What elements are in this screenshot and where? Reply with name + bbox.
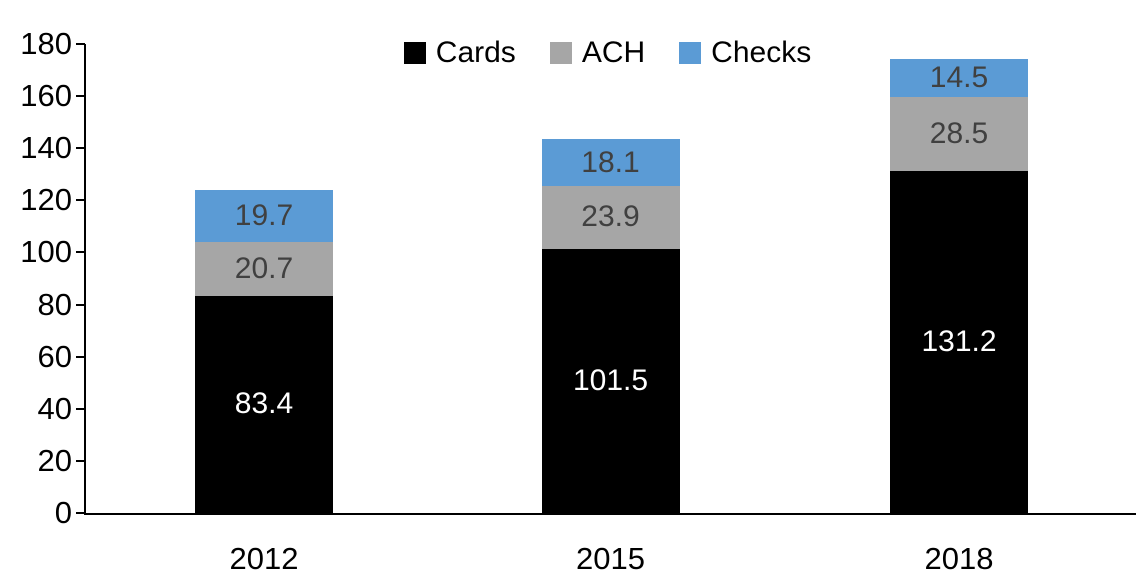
x-axis-category-label: 2015 bbox=[576, 541, 645, 576]
x-axis-category-label: 2018 bbox=[924, 541, 994, 576]
data-label: 23.9 bbox=[581, 200, 640, 234]
data-label: 18.1 bbox=[581, 145, 640, 179]
y-axis-tick bbox=[76, 199, 85, 202]
y-axis-tick bbox=[76, 303, 85, 306]
x-axis-line bbox=[84, 513, 1136, 515]
data-label: 28.5 bbox=[929, 117, 989, 151]
data-label: 131.2 bbox=[921, 325, 997, 359]
legend-item-checks: Checks bbox=[679, 36, 811, 70]
y-axis-tick-label: 20 bbox=[37, 442, 72, 478]
bar-segment-ach-2018: 28.5 bbox=[890, 96, 1028, 172]
bar-segment-checks-2015: 18.1 bbox=[541, 139, 680, 187]
y-axis-tick bbox=[76, 512, 85, 514]
legend-label: ACH bbox=[581, 36, 646, 69]
legend-swatch-cards bbox=[403, 42, 426, 64]
bar-segment-ach-2012: 20.7 bbox=[195, 241, 333, 296]
y-axis-tick-label: 0 bbox=[54, 495, 72, 530]
y-axis-tick-label: 60 bbox=[37, 338, 72, 374]
legend-item-cards: Cards bbox=[403, 36, 516, 70]
bar-segment-cards-2015: 101.5 bbox=[541, 248, 680, 513]
bar-segment-cards-2018: 131.2 bbox=[890, 171, 1028, 513]
legend-swatch-checks bbox=[679, 42, 702, 64]
y-axis-tick-label: 40 bbox=[37, 390, 72, 426]
y-axis-tick bbox=[76, 147, 85, 150]
x-axis-category-label: 2012 bbox=[229, 541, 299, 576]
legend-item-ach: ACH bbox=[549, 36, 646, 70]
bar-segment-ach-2015: 23.9 bbox=[541, 186, 680, 249]
data-label: 101.5 bbox=[572, 363, 649, 397]
bar-segment-checks-2018: 14.5 bbox=[890, 59, 1028, 97]
data-label: 14.5 bbox=[929, 60, 989, 94]
legend-label: Cards bbox=[435, 36, 516, 69]
y-axis-tick bbox=[76, 407, 85, 410]
legend-swatch-ach bbox=[549, 42, 572, 64]
data-label: 19.7 bbox=[234, 199, 294, 233]
y-axis-tick bbox=[76, 43, 85, 45]
y-axis-line bbox=[84, 44, 86, 515]
y-axis-tick bbox=[76, 251, 85, 254]
y-axis-tick-label: 100 bbox=[20, 234, 72, 270]
y-axis-tick-label: 120 bbox=[20, 182, 72, 218]
y-axis-tick-label: 160 bbox=[20, 78, 72, 114]
data-label: 20.7 bbox=[234, 251, 294, 285]
bar-segment-cards-2012: 83.4 bbox=[195, 295, 333, 513]
y-axis-tick-label: 180 bbox=[20, 26, 72, 61]
y-axis-tick bbox=[76, 355, 85, 358]
legend-label: Checks bbox=[711, 36, 812, 69]
y-axis-tick bbox=[76, 95, 85, 98]
y-axis-tick-label: 80 bbox=[37, 286, 72, 322]
y-axis-tick-label: 140 bbox=[20, 130, 72, 166]
chart-legend: Cards ACH Checks bbox=[85, 36, 1130, 70]
data-label: 83.4 bbox=[234, 387, 294, 421]
y-axis-tick bbox=[76, 459, 85, 462]
bar-segment-checks-2012: 19.7 bbox=[195, 190, 333, 242]
